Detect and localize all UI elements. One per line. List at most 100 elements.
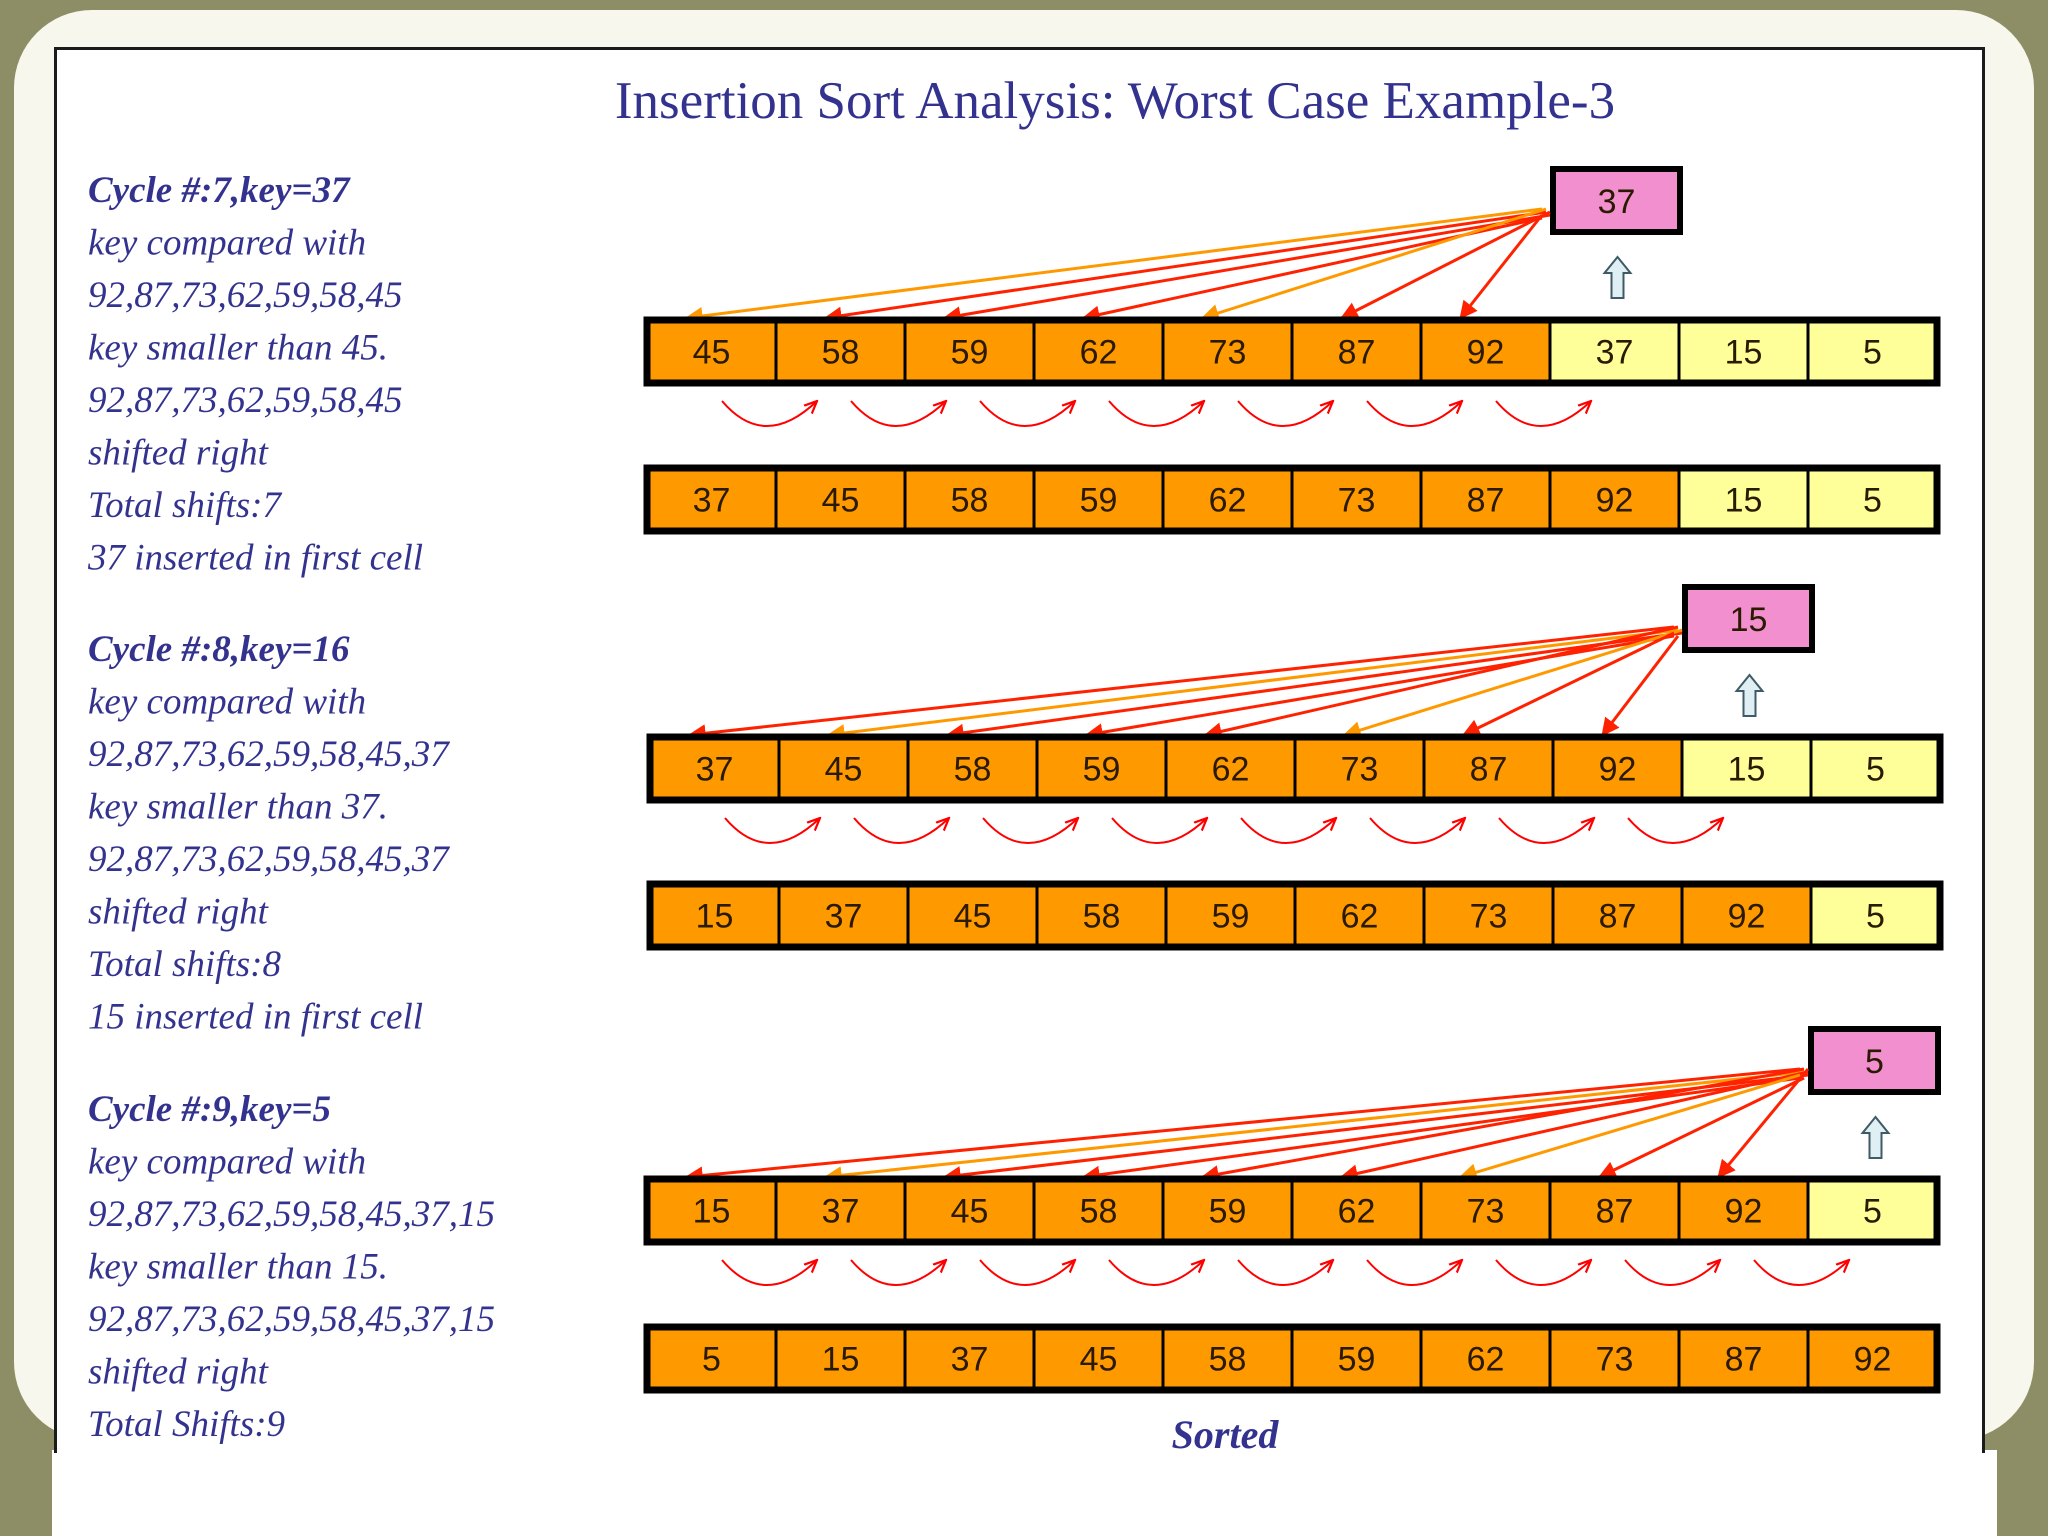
cycle-description-line: Total shifts:7: [88, 485, 282, 526]
key-value: 5: [1865, 1043, 1884, 1081]
cycle-description-line: key smaller than 37.: [88, 787, 388, 828]
comparison-arrow: [823, 1070, 1805, 1185]
comparison-arrow: [1461, 631, 1675, 737]
array-cell-value: 58: [1080, 1193, 1118, 1231]
slide-title: Insertion Sort Analysis: Worst Case Exam…: [615, 72, 1615, 130]
slide-footer-panel: [52, 1450, 1997, 1536]
comparison-arrow: [1203, 625, 1679, 741]
curved-shift-arrow: [979, 1260, 1075, 1286]
array-cell-value: 59: [1212, 898, 1250, 936]
array-cell-value: 37: [693, 482, 731, 520]
cycle-description-line: 92,87,73,62,59,58,45,37,15: [88, 1299, 495, 1340]
array-cell: [906, 735, 1039, 802]
array-cell-value: 45: [825, 751, 863, 789]
curved-shift-arrow: [853, 818, 949, 844]
cycle-heading: Cycle #:8,key=16: [88, 629, 350, 670]
array-border: [643, 316, 1941, 387]
array-after: 5 15 37 45 58 59 62 73 87 92: [643, 1323, 1941, 1394]
comparison-arrow: [945, 631, 1683, 742]
array-cell-value: 73: [1467, 1193, 1505, 1231]
key-value: 15: [1730, 601, 1768, 639]
array-cell-value: 73: [1209, 334, 1247, 372]
array-cell-value: 37: [1596, 334, 1634, 372]
curved-shift-arrow: [850, 1260, 946, 1286]
array-cell-value: 59: [1080, 482, 1118, 520]
curved-shift-arrow: [1237, 401, 1333, 427]
array-cell: [774, 1325, 907, 1392]
comparison-arrow: [826, 628, 1679, 742]
array-cell-value: 59: [1209, 1193, 1247, 1231]
array-cell-value: 5: [1863, 482, 1882, 520]
comparison-arrow: [684, 1067, 1801, 1185]
cycle-description-line: shifted right: [88, 892, 270, 933]
array-cell: [1161, 1177, 1294, 1244]
comparison-arrow: [942, 1073, 1809, 1185]
array-cell: [1293, 882, 1426, 949]
array-cell-value: 87: [1596, 1193, 1634, 1231]
comparison-arrow: [1601, 635, 1680, 737]
array-cell-value: 15: [1725, 482, 1763, 520]
comparison-arrow: [687, 625, 1675, 743]
array-border: [646, 880, 1944, 951]
array-border: [646, 733, 1944, 804]
cycle-description-line: key compared with: [88, 682, 366, 723]
array-border: [643, 464, 1941, 535]
cycle-description-line: 92,87,73,62,59,58,45,37: [88, 734, 450, 775]
curved-shift-arrow: [1111, 818, 1207, 844]
comparison-arrow: [1084, 634, 1675, 742]
key-box: [1682, 584, 1815, 653]
array-cell-value: 62: [1212, 751, 1250, 789]
array-cell: [1419, 318, 1552, 385]
array-cell-value: 15: [693, 1193, 731, 1231]
curved-shift-arrow: [1498, 818, 1594, 844]
array-before: 45 58 59 62 73 87 92 37 15 5: [643, 316, 1941, 387]
curved-shift-arrow: [1627, 818, 1723, 844]
array-cell-value: 5: [1863, 1193, 1882, 1231]
array-cell: [1161, 318, 1294, 385]
array-cell: [1680, 882, 1813, 949]
array-cell-value: 58: [1209, 1341, 1247, 1379]
array-cell-value: 92: [1725, 1193, 1763, 1231]
array-cell-value: 62: [1209, 482, 1247, 520]
array-cell-value: 87: [1470, 751, 1508, 789]
array-cell: [903, 1325, 1036, 1392]
array-cell-value: 15: [1725, 334, 1763, 372]
array-cell-value: 5: [1863, 334, 1882, 372]
comparison-arrow: [1342, 628, 1683, 739]
up-arrow-icon: [1860, 1115, 1891, 1159]
comparison-arrow: [1339, 1070, 1809, 1183]
cycle-description-line: 92,87,73,62,59,58,45: [88, 275, 403, 316]
comparison-arrow: [1458, 1073, 1801, 1181]
curved-shift-arrow: [1495, 401, 1591, 427]
cycle-description-line: Total shifts:8: [88, 944, 281, 985]
array-cell-value: 87: [1725, 1341, 1763, 1379]
curved-shift-arrow: [850, 401, 946, 427]
array-cell-value: 45: [693, 334, 731, 372]
array-cell-value: 87: [1467, 482, 1505, 520]
cycle-9: 5 15 37 45 58 59 62 73 87 92 5 5 15 37 45 58 59 62 73 87 92: [643, 1026, 1941, 1394]
comparison-arrow: [1597, 1076, 1805, 1179]
cycle-descriptions: Cycle #:7,key=37 key compared with 92,87,7…: [87, 170, 495, 1445]
comparison-arrow: [1200, 207, 1547, 322]
cycle-8: 15 37 45 58 59 62 73 87 92 15 5 15 37 45 58 59 62 73 87 92 5: [646, 584, 1944, 951]
cycle-description-line: 37 inserted in first cell: [87, 538, 423, 579]
array-cell-value: 73: [1470, 898, 1508, 936]
comparison-arrow: [1200, 1067, 1805, 1183]
array-cell: [777, 735, 910, 802]
array-cell-value: 59: [1338, 1341, 1376, 1379]
cycle-description-line: 92,87,73,62,59,58,45,37,15: [88, 1194, 495, 1235]
cycle-7: 37 45 58 59 62 73 87 92 37 15 5 37 45 58 59 62 73 87 92 15 5: [643, 166, 1941, 535]
array-cell-value: 45: [951, 1193, 989, 1231]
array-cell-value: 5: [1866, 898, 1885, 936]
array-cell: [1806, 466, 1939, 533]
array-cell: [1806, 1177, 1939, 1244]
curved-shift-arrow: [721, 401, 817, 427]
array-cell-value: 37: [951, 1341, 989, 1379]
array-cell-value: 62: [1467, 1341, 1505, 1379]
cycle-description-line: key smaller than 15.: [88, 1247, 388, 1288]
array-cell: [1032, 466, 1165, 533]
array-cell-value: 15: [1728, 751, 1766, 789]
up-arrow-icon: [1602, 255, 1633, 299]
